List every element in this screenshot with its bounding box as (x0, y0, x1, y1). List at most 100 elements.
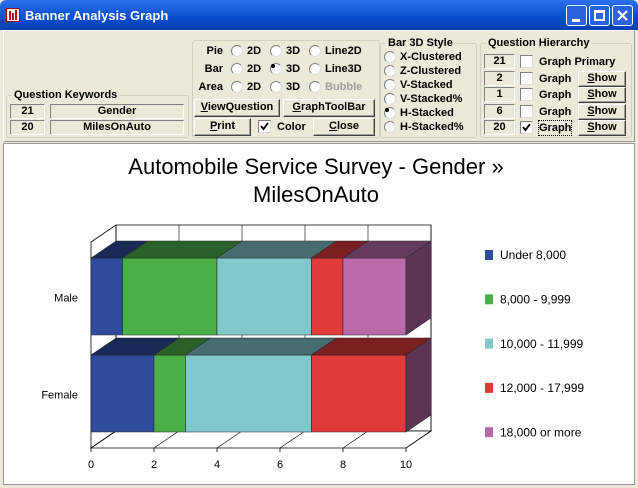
checkbox[interactable] (520, 121, 533, 134)
option-label: V-Stacked% (400, 93, 463, 105)
button[interactable]: Close (313, 118, 375, 136)
option-label: 2D (247, 45, 262, 57)
radio-dot (271, 64, 275, 68)
option-label: X-Clustered (400, 51, 462, 63)
option-label: Z-Clustered (400, 65, 462, 77)
bar-top (184, 337, 338, 356)
option-label: V-Stacked (400, 79, 453, 91)
maximize-button[interactable] (589, 5, 610, 26)
bar-front (90, 257, 123, 336)
radio-button[interactable] (231, 45, 243, 57)
checkbox[interactable] (520, 71, 533, 85)
radio-dot (385, 108, 389, 112)
legend-swatch (485, 427, 493, 438)
radio-button[interactable] (384, 79, 396, 91)
hierarchy-number: 21 (484, 54, 515, 69)
radio-button[interactable] (384, 121, 396, 133)
keyword-name: Gender (50, 104, 184, 119)
checkbox-label: Graph (539, 105, 572, 118)
option-label: 3D (286, 45, 301, 57)
legend-label: 10,000 - 11,999 (500, 337, 584, 351)
row-label: Bar (204, 63, 223, 75)
close-window-button[interactable] (612, 5, 633, 26)
option-label: 3D (286, 81, 301, 93)
title-bar: Banner Analysis Graph (0, 0, 638, 30)
chart: Automobile Service Survey - Gender » Mile… (41, 154, 584, 471)
y-tick-label: Male (54, 292, 78, 304)
radio-button[interactable] (270, 45, 282, 57)
checkbox[interactable] (520, 88, 533, 101)
radio-button[interactable] (384, 107, 396, 119)
legend-label: 18,000 or more (500, 425, 582, 439)
y-tick-label: Female (41, 389, 78, 401)
keyword-number: 20 (10, 120, 45, 135)
checkbox[interactable] (520, 55, 533, 68)
x-tick-label: 6 (277, 459, 283, 471)
app-icon (6, 8, 20, 22)
checkbox-label: Graph Primary (539, 56, 616, 68)
row-label: Area (198, 81, 223, 93)
radio-button[interactable] (309, 45, 321, 57)
radio-button[interactable] (270, 63, 282, 75)
button[interactable]: Show (578, 70, 626, 87)
radio-button[interactable] (384, 51, 396, 63)
checkbox-label: Graph (539, 72, 572, 85)
option-label: 3D (286, 63, 301, 75)
bar-side (405, 337, 432, 433)
radio-button[interactable] (384, 93, 396, 105)
minimize-button[interactable] (566, 5, 587, 26)
option-label: Line3D (325, 63, 362, 75)
grid-line (216, 430, 243, 449)
grid-line (405, 430, 432, 449)
hierarchy-number: 20 (484, 120, 515, 135)
bar-front (153, 354, 186, 433)
button[interactable]: ViewQuestion (194, 99, 280, 117)
option-label: H-Stacked% (400, 121, 464, 133)
checkbox-label: Color (277, 121, 306, 133)
bar-front (216, 257, 312, 336)
legend-label: Under 8,000 (500, 248, 566, 262)
checkbox[interactable] (520, 104, 533, 118)
bar-front (185, 354, 312, 433)
window-title: Banner Analysis Graph (25, 8, 169, 23)
checkbox-label: Graph (539, 89, 572, 101)
radio-button[interactable] (231, 63, 243, 75)
toolbar-panel (3, 30, 635, 142)
checkbox[interactable] (258, 120, 271, 133)
button[interactable]: Print (194, 118, 251, 136)
legend-swatch (485, 250, 493, 260)
radio-button[interactable] (270, 81, 282, 93)
grid-line (153, 430, 180, 449)
x-tick-label: 0 (88, 459, 94, 471)
hierarchy-number: 1 (484, 87, 515, 102)
hierarchy-number: 2 (484, 70, 515, 86)
group-label: Question Hierarchy (486, 36, 592, 50)
button[interactable]: Show (578, 103, 626, 120)
grid-line (90, 430, 117, 449)
button[interactable]: GraphToolBar (283, 99, 375, 117)
button[interactable]: Show (578, 120, 626, 136)
option-label: Bubble (325, 81, 363, 93)
grid-line (279, 430, 306, 449)
button[interactable]: Show (578, 87, 626, 103)
radio-button[interactable] (309, 81, 321, 93)
x-tick-label: 10 (400, 459, 412, 471)
x-tick-label: 8 (340, 459, 346, 471)
radio-button[interactable] (384, 65, 396, 77)
radio-button[interactable] (309, 63, 321, 75)
radio-button[interactable] (231, 81, 243, 93)
floor (89, 430, 433, 449)
legend-swatch (485, 294, 493, 305)
chart-title: MilesOnAuto (253, 182, 379, 207)
bar-front (342, 257, 407, 336)
row-label: Pie (206, 45, 223, 57)
keyword-number: 21 (10, 104, 45, 119)
legend-swatch (485, 382, 493, 393)
option-label: 2D (247, 81, 262, 93)
chart-title: Automobile Service Survey - Gender » (128, 154, 503, 179)
legend-label: 8,000 - 9,999 (500, 292, 571, 306)
x-tick-label: 2 (151, 459, 157, 471)
bar-front (122, 257, 218, 336)
keyword-name: MilesOnAuto (50, 120, 184, 135)
